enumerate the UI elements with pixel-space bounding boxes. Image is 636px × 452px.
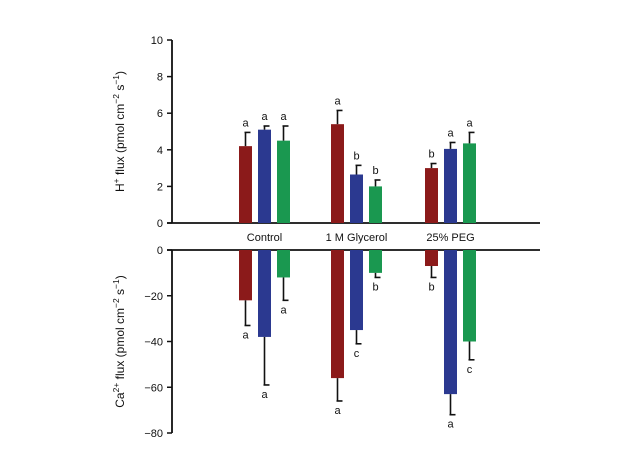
ca-flux-y-axis-title: Ca2+ flux (pmol cm−2 s−1)	[111, 275, 127, 407]
ca-flux-bar	[425, 250, 438, 267]
h-flux-bar	[425, 168, 438, 223]
h-flux-bar	[350, 174, 363, 223]
ca-flux-significance-label: a	[261, 389, 268, 401]
ca-flux-significance-label: c	[354, 348, 360, 360]
h-flux-y-tick-label: 4	[157, 145, 163, 157]
ca-flux-panel: 0 −20 −40 −60 −80 Ca2+ flux (pmol cm−2 s−1) a a…	[111, 245, 540, 440]
category-label: Control	[247, 232, 282, 244]
ca-flux-y-tick-label: −60	[144, 382, 163, 394]
ca-flux-bar	[369, 250, 382, 273]
h-flux-significance-label: a	[261, 111, 268, 123]
ca-flux-significance-label: a	[447, 419, 454, 431]
h-flux-bar	[369, 186, 382, 223]
ca-flux-y-tick-label: 0	[157, 245, 163, 257]
h-flux-bar	[277, 140, 290, 223]
h-flux-significance-label: a	[334, 95, 341, 107]
h-flux-significance-label: a	[447, 127, 454, 139]
h-flux-y-axis-title: H+ flux (pmol cm−2 s−1)	[111, 71, 127, 192]
ca-flux-significance-label: a	[242, 329, 249, 341]
ca-flux-bar	[444, 250, 457, 395]
h-flux-y-tick-label: 8	[157, 72, 163, 84]
h-flux-y-tick-label: 0	[157, 218, 163, 230]
h-flux-y-tick-label: 2	[157, 181, 163, 193]
ca-flux-bar	[350, 250, 363, 331]
ca-flux-bar	[463, 250, 476, 342]
ca-flux-significance-label: c	[467, 364, 473, 376]
h-flux-significance-label: b	[353, 150, 359, 162]
ca-flux-significance-label: b	[428, 281, 434, 293]
ca-flux-bar	[331, 250, 344, 379]
category-label: 25% PEG	[426, 232, 474, 244]
ca-flux-significance-label: a	[280, 304, 287, 316]
ca-flux-bar	[277, 250, 290, 278]
h-flux-bar	[331, 124, 344, 223]
h-flux-bar	[444, 148, 457, 223]
h-flux-significance-label: a	[242, 117, 249, 129]
h-flux-significance-label: b	[372, 165, 378, 177]
h-flux-significance-label: a	[280, 111, 287, 123]
h-flux-bar	[258, 129, 271, 223]
ca-flux-bar	[258, 250, 271, 337]
h-flux-bar	[239, 146, 252, 223]
ca-flux-y-tick-label: −80	[144, 428, 163, 440]
h-flux-significance-label: b	[428, 149, 434, 161]
h-flux-y-tick-label: 10	[151, 35, 163, 47]
h-flux-bar	[463, 143, 476, 223]
ca-flux-significance-label: b	[372, 281, 378, 293]
ca-flux-y-tick-label: −40	[144, 337, 163, 349]
ca-flux-y-tick-label: −20	[144, 291, 163, 303]
category-label: 1 M Glycerol	[326, 232, 388, 244]
category-labels: Control 1 M Glycerol 25% PEG	[247, 232, 475, 244]
ca-flux-bar	[239, 250, 252, 301]
h-flux-significance-label: a	[466, 117, 473, 129]
h-flux-y-tick-label: 6	[157, 108, 163, 120]
ca-flux-significance-label: a	[334, 405, 341, 417]
